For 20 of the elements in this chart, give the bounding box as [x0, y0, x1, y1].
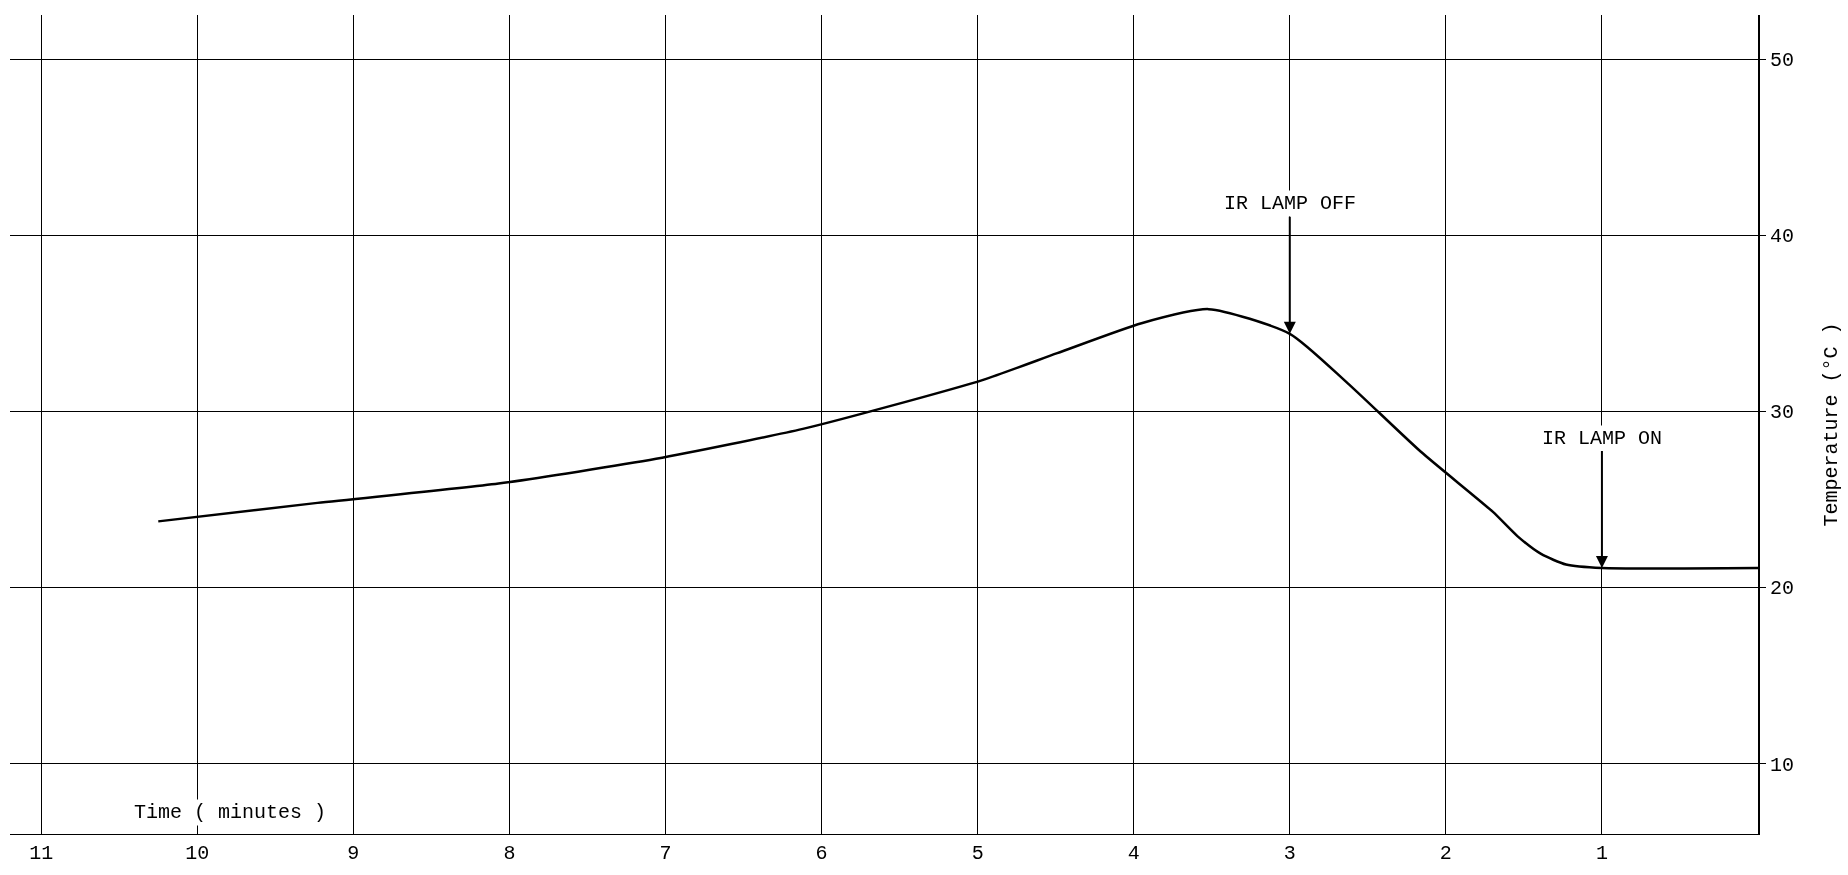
x-tick-label: 11 [29, 842, 54, 865]
x-tick-label: 7 [659, 842, 672, 865]
x-tick-label: 8 [503, 842, 516, 865]
x-tick-label: 9 [347, 842, 360, 865]
y-tick-label: 30 [1770, 401, 1795, 425]
annotation: IR LAMP OFF [1224, 192, 1357, 215]
x-tick-label: 10 [185, 842, 210, 865]
x-tick-label: 4 [1127, 842, 1140, 865]
y-tick-label: 40 [1770, 225, 1795, 249]
y-axis-title: Temperature (°C ) [1820, 322, 1844, 527]
x-tick-label: 5 [971, 842, 984, 865]
y-tick-label: 10 [1770, 753, 1795, 777]
x-tick-label: 1 [1595, 842, 1608, 865]
x-axis-title: Time ( minutes ) [134, 801, 327, 824]
x-tick-label: 3 [1283, 842, 1296, 865]
annotation: IR LAMP ON [1542, 427, 1663, 450]
x-tick-label: 2 [1439, 842, 1452, 865]
y-tick-label: 20 [1770, 577, 1795, 601]
y-tick-label: 50 [1770, 49, 1795, 73]
x-tick-label: 6 [815, 842, 828, 865]
